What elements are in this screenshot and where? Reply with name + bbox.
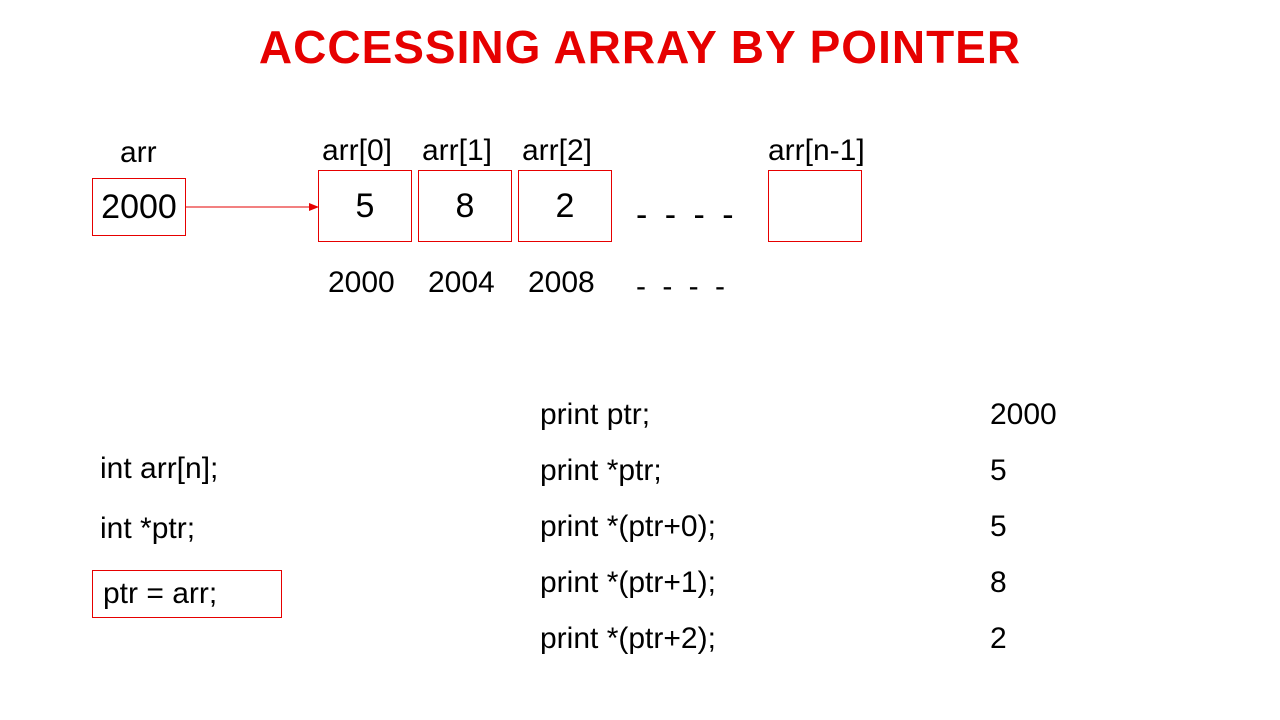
cell-addr-0: 2000 bbox=[328, 266, 395, 300]
print-out-4: 2 bbox=[990, 622, 1007, 656]
print-stmt-text-2: print *(ptr+0); bbox=[540, 510, 716, 543]
print-stmt-4: print *(ptr+2); bbox=[540, 622, 716, 656]
last-cell-label: arr[n-1] bbox=[768, 134, 865, 168]
arr-label-text: arr bbox=[120, 136, 157, 169]
code-line-1: int arr[n]; bbox=[100, 452, 218, 486]
cell-addr-1: 2004 bbox=[428, 266, 495, 300]
print-stmt-text-0: print ptr; bbox=[540, 398, 650, 431]
print-stmt-0: print ptr; bbox=[540, 398, 650, 432]
cell-box-1: 8 bbox=[418, 170, 512, 242]
cell-box-2: 2 bbox=[518, 170, 612, 242]
print-out-0: 2000 bbox=[990, 398, 1057, 432]
ellipsis-addrs-text: - - - - bbox=[636, 270, 729, 303]
arr-pointer-box: 2000 bbox=[92, 178, 186, 236]
print-stmt-text-4: print *(ptr+2); bbox=[540, 622, 716, 655]
cell-addr-text-1: 2004 bbox=[428, 266, 495, 299]
code-line-2: int *ptr; bbox=[100, 512, 195, 546]
print-stmt-text-1: print *ptr; bbox=[540, 454, 662, 487]
ellipsis-values-text: - - - - bbox=[636, 196, 738, 234]
code-line-1-text: int arr[n]; bbox=[100, 452, 218, 485]
print-out-text-1: 5 bbox=[990, 454, 1007, 487]
code-line-3-text: ptr = arr; bbox=[103, 577, 217, 611]
cell-value-0: 5 bbox=[356, 187, 375, 226]
title-text: ACCESSING ARRAY BY POINTER bbox=[259, 21, 1021, 73]
cell-label-text-2: arr[2] bbox=[522, 134, 592, 167]
last-cell-label-text: arr[n-1] bbox=[768, 134, 865, 167]
cell-value-2: 2 bbox=[556, 187, 575, 226]
print-out-text-0: 2000 bbox=[990, 398, 1057, 431]
print-out-1: 5 bbox=[990, 454, 1007, 488]
cell-box-0: 5 bbox=[318, 170, 412, 242]
ellipsis-values: - - - - bbox=[636, 196, 738, 235]
ellipsis-addrs: - - - - bbox=[636, 270, 729, 304]
cell-addr-text-2: 2008 bbox=[528, 266, 595, 299]
pointer-arrow-icon bbox=[186, 197, 338, 217]
print-out-3: 8 bbox=[990, 566, 1007, 600]
print-stmt-3: print *(ptr+1); bbox=[540, 566, 716, 600]
page-title: ACCESSING ARRAY BY POINTER bbox=[0, 20, 1280, 74]
cell-label-0: arr[0] bbox=[322, 134, 392, 168]
arr-label: arr bbox=[120, 136, 157, 170]
last-cell-box bbox=[768, 170, 862, 242]
cell-addr-2: 2008 bbox=[528, 266, 595, 300]
cell-label-1: arr[1] bbox=[422, 134, 492, 168]
print-out-text-2: 5 bbox=[990, 510, 1007, 543]
cell-label-text-1: arr[1] bbox=[422, 134, 492, 167]
code-line-3-box: ptr = arr; bbox=[92, 570, 282, 618]
cell-value-1: 8 bbox=[456, 187, 475, 226]
print-out-2: 5 bbox=[990, 510, 1007, 544]
cell-addr-text-0: 2000 bbox=[328, 266, 395, 299]
print-stmt-1: print *ptr; bbox=[540, 454, 662, 488]
arr-pointer-value: 2000 bbox=[101, 188, 177, 227]
print-stmt-2: print *(ptr+0); bbox=[540, 510, 716, 544]
print-out-text-3: 8 bbox=[990, 566, 1007, 599]
cell-label-text-0: arr[0] bbox=[322, 134, 392, 167]
cell-label-2: arr[2] bbox=[522, 134, 592, 168]
print-out-text-4: 2 bbox=[990, 622, 1007, 655]
print-stmt-text-3: print *(ptr+1); bbox=[540, 566, 716, 599]
code-line-2-text: int *ptr; bbox=[100, 512, 195, 545]
